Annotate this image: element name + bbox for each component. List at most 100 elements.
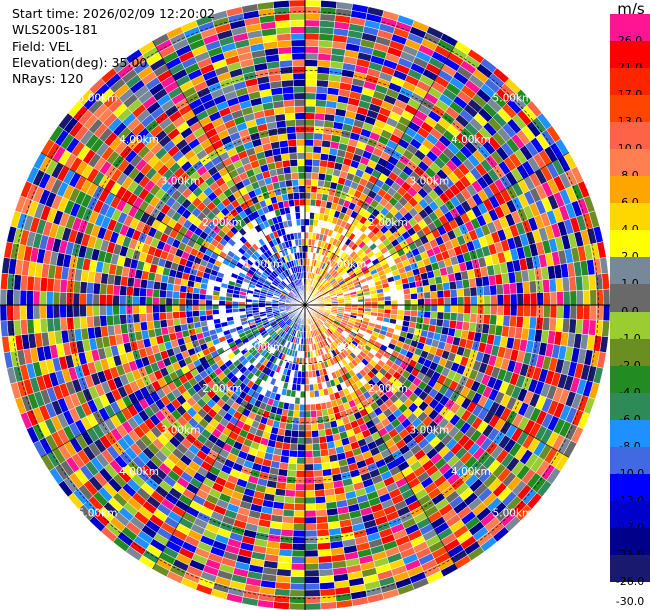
velocity-cell <box>549 291 558 306</box>
velocity-cell <box>575 275 584 292</box>
velocity-cell <box>179 317 188 325</box>
velocity-cell <box>59 317 68 331</box>
velocity-cell <box>496 294 505 306</box>
velocity-cell <box>322 468 333 477</box>
velocity-cell <box>315 92 328 101</box>
velocity-cell <box>165 311 174 320</box>
velocity-cell <box>285 482 296 491</box>
velocity-cell <box>403 309 412 317</box>
velocity-cell <box>404 299 412 306</box>
velocity-cell <box>312 152 322 161</box>
velocity-cell <box>443 289 451 298</box>
velocity-cell <box>304 410 312 418</box>
velocity-cell <box>284 489 296 498</box>
velocity-cell <box>59 304 67 319</box>
velocity-cell <box>152 296 160 306</box>
velocity-cell <box>515 315 524 329</box>
velocity-cell <box>284 429 293 438</box>
velocity-cell <box>297 430 306 438</box>
velocity-cell <box>528 280 537 294</box>
velocity-cell <box>298 417 306 425</box>
velocity-cell <box>231 304 240 310</box>
velocity-cell <box>430 290 438 299</box>
velocity-cell <box>192 315 201 323</box>
velocity-cell <box>278 548 293 557</box>
velocity-cell <box>238 307 246 313</box>
velocity-cell <box>291 549 306 558</box>
velocity-cell <box>396 289 405 296</box>
velocity-cell <box>576 290 584 306</box>
velocity-cell <box>542 317 551 331</box>
velocity-cell <box>589 304 597 321</box>
velocity-cell <box>300 377 306 385</box>
velocity-cell <box>304 384 310 392</box>
velocity-cell <box>535 316 544 331</box>
velocity-cell <box>185 292 194 300</box>
velocity-cell <box>172 297 180 306</box>
velocity-cell <box>296 450 306 458</box>
velocity-cell <box>310 423 319 432</box>
velocity-cell <box>212 313 221 320</box>
velocity-cell <box>384 304 392 310</box>
velocity-cell <box>304 417 312 425</box>
velocity-cell <box>389 290 398 297</box>
velocity-cell <box>416 286 424 294</box>
velocity-cell <box>318 26 335 35</box>
velocity-cell <box>469 286 478 297</box>
velocity-cell <box>26 304 34 320</box>
velocity-cell <box>158 304 167 313</box>
velocity-cell <box>299 404 306 412</box>
velocity-cell <box>145 312 154 322</box>
velocity-cell <box>186 316 194 324</box>
velocity-cell <box>304 529 318 538</box>
velocity-cell <box>448 280 457 291</box>
velocity-cell <box>450 304 458 314</box>
velocity-cell <box>490 304 498 316</box>
velocity-cell <box>112 304 120 316</box>
velocity-cell <box>178 291 187 300</box>
velocity-cell <box>320 601 338 610</box>
velocity-cell <box>185 310 194 318</box>
velocity-cell <box>297 443 306 452</box>
velocity-cell <box>281 522 294 531</box>
velocity-cell <box>272 601 290 610</box>
velocity-cell <box>456 312 465 322</box>
velocity-cell <box>178 310 187 319</box>
velocity-cell <box>315 402 322 411</box>
velocity-cell <box>86 315 95 329</box>
velocity-cell <box>315 99 327 108</box>
velocity-cell <box>304 510 317 518</box>
velocity-cell <box>290 436 299 445</box>
velocity-cell <box>6 304 14 321</box>
velocity-cell <box>225 300 233 306</box>
velocity-cell <box>423 310 432 319</box>
velocity-cell <box>304 119 315 127</box>
velocity-cell <box>397 299 405 306</box>
velocity-cell <box>281 515 295 524</box>
velocity-cell <box>290 562 306 571</box>
velocity-cell <box>146 279 155 290</box>
velocity-cell <box>139 313 147 323</box>
velocity-cell <box>298 423 306 432</box>
velocity-cell <box>483 295 491 306</box>
velocity-cell <box>165 304 173 313</box>
velocity-cell <box>304 496 316 505</box>
velocity-cell <box>304 576 320 584</box>
velocity-cell <box>304 582 321 591</box>
velocity-cell <box>316 528 330 537</box>
velocity-cell <box>288 449 298 458</box>
velocity-cell <box>26 275 35 292</box>
velocity-cell <box>132 295 140 306</box>
velocity-cell <box>318 39 333 49</box>
velocity-cell <box>276 568 292 577</box>
velocity-cell <box>310 416 318 425</box>
velocity-cell <box>317 53 332 62</box>
velocity-cell <box>299 397 306 405</box>
velocity-cell <box>304 463 314 472</box>
velocity-cell <box>495 314 504 327</box>
velocity-cell <box>503 293 511 306</box>
velocity-cell <box>304 225 310 233</box>
velocity-cell <box>66 316 75 331</box>
velocity-cell <box>509 315 518 328</box>
velocity-cell <box>304 26 320 34</box>
